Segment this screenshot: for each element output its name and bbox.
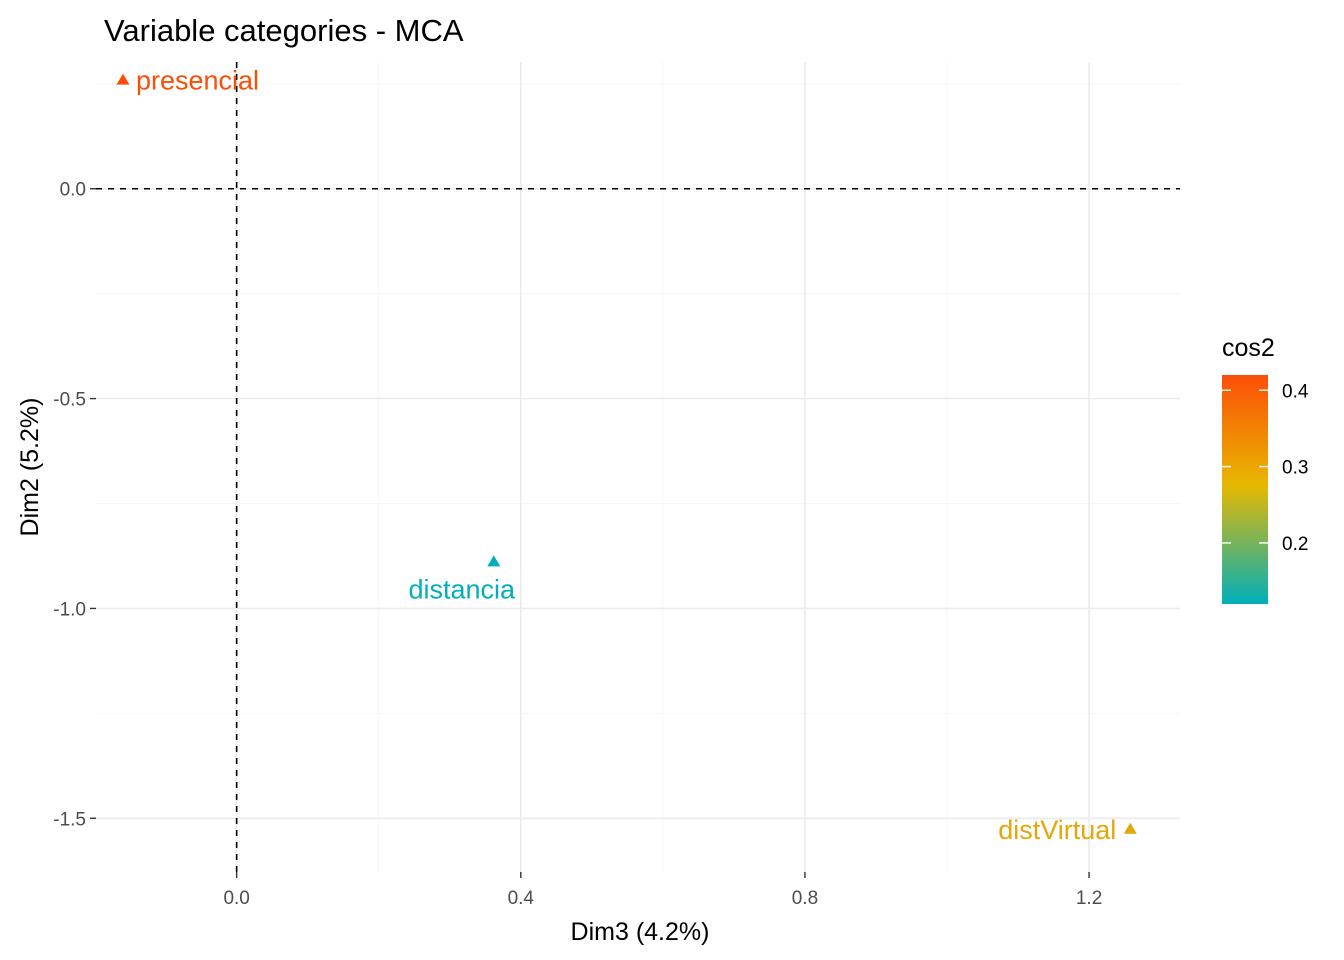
triangle-marker	[487, 555, 501, 567]
legend-colorbar	[1222, 375, 1268, 604]
point-presencial: presencial	[116, 66, 259, 96]
x-axis-title: Dim3 (4.2%)	[571, 918, 710, 946]
chart-title: Variable categories - MCA	[104, 13, 464, 48]
x-tick-label: 0.8	[792, 888, 818, 909]
y-tick-label: -0.5	[53, 390, 86, 411]
legend-ticks: 0.2 0.3 0.4	[1222, 381, 1309, 555]
point-distVirtual: distVirtual	[998, 815, 1137, 845]
x-tick-label: 0.0	[223, 888, 249, 909]
legend-tick-label: 0.2	[1282, 534, 1308, 555]
point-label: presencial	[136, 66, 259, 96]
y-tick-label: -1.5	[53, 809, 86, 830]
triangle-marker	[1123, 822, 1137, 834]
axis-ticks: 0.0 0.4 0.8 1.2 0.0 -0.5 -1.0 -1.5	[53, 180, 1102, 909]
x-tick-label: 0.4	[508, 888, 535, 909]
grid-lines	[96, 62, 1180, 872]
y-tick-label: 0.0	[60, 180, 86, 201]
triangle-marker	[116, 73, 130, 85]
point-label: distVirtual	[998, 815, 1116, 845]
x-tick-label: 1.2	[1076, 888, 1102, 909]
reference-lines	[96, 62, 1180, 872]
point-distancia: distancia	[409, 555, 517, 604]
y-axis-title: Dim2 (5.2%)	[16, 398, 44, 537]
legend-tick-label: 0.3	[1282, 458, 1308, 479]
point-label: distancia	[409, 574, 517, 604]
legend-tick-label: 0.4	[1282, 381, 1309, 402]
data-points: presencial distancia distVirtual	[116, 66, 1137, 845]
cos2-legend: cos2 0.2 0.3 0.4	[1222, 334, 1309, 604]
legend-title: cos2	[1222, 334, 1275, 362]
y-tick-label: -1.0	[53, 599, 86, 620]
